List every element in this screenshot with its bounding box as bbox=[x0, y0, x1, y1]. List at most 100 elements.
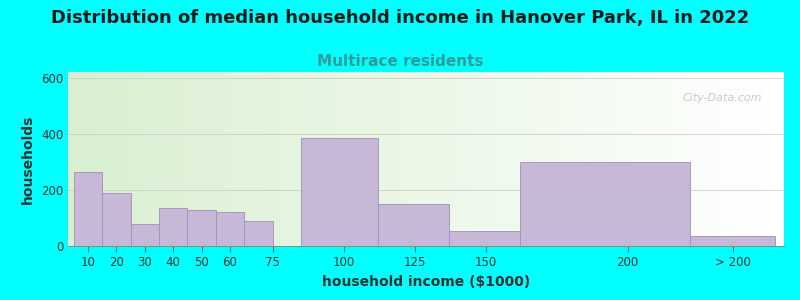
Bar bbox=[624, 72, 626, 246]
Bar bbox=[352, 72, 354, 246]
Bar bbox=[252, 72, 254, 246]
Bar bbox=[731, 72, 734, 246]
Bar bbox=[354, 72, 357, 246]
Bar bbox=[135, 72, 138, 246]
Bar bbox=[259, 72, 262, 246]
Bar bbox=[631, 72, 634, 246]
Bar bbox=[626, 72, 629, 246]
Bar bbox=[498, 72, 500, 246]
Bar bbox=[281, 72, 283, 246]
Bar bbox=[490, 72, 493, 246]
Bar bbox=[445, 72, 447, 246]
Bar bbox=[218, 72, 221, 246]
Bar bbox=[541, 72, 543, 246]
Bar bbox=[471, 72, 474, 246]
Bar bbox=[104, 72, 106, 246]
Bar bbox=[691, 72, 694, 246]
Bar bbox=[197, 72, 199, 246]
Bar bbox=[505, 72, 507, 246]
Bar bbox=[726, 72, 729, 246]
Bar bbox=[304, 72, 306, 246]
Bar bbox=[156, 72, 158, 246]
Bar bbox=[454, 72, 457, 246]
Bar bbox=[366, 72, 369, 246]
Bar bbox=[430, 72, 433, 246]
Bar bbox=[748, 72, 750, 246]
Bar bbox=[350, 72, 352, 246]
Bar bbox=[158, 72, 161, 246]
Bar bbox=[233, 72, 235, 246]
Bar bbox=[118, 72, 121, 246]
Bar bbox=[765, 72, 767, 246]
Text: Distribution of median household income in Hanover Park, IL in 2022: Distribution of median household income … bbox=[51, 9, 749, 27]
Bar bbox=[242, 72, 245, 246]
Bar bbox=[294, 72, 297, 246]
Bar bbox=[698, 72, 701, 246]
Bar bbox=[111, 72, 114, 246]
Bar bbox=[555, 72, 558, 246]
Bar bbox=[562, 72, 565, 246]
Bar bbox=[240, 72, 242, 246]
Bar bbox=[767, 72, 770, 246]
Bar bbox=[309, 72, 311, 246]
Bar bbox=[493, 72, 495, 246]
Bar bbox=[94, 72, 97, 246]
Bar bbox=[393, 72, 395, 246]
Bar bbox=[209, 72, 211, 246]
Bar bbox=[507, 72, 510, 246]
Bar bbox=[583, 72, 586, 246]
Bar bbox=[433, 72, 435, 246]
Bar bbox=[245, 72, 247, 246]
Bar bbox=[667, 72, 670, 246]
Bar bbox=[483, 72, 486, 246]
Bar bbox=[87, 72, 90, 246]
Bar bbox=[694, 72, 696, 246]
Bar bbox=[650, 72, 653, 246]
Bar bbox=[214, 72, 216, 246]
Bar bbox=[211, 72, 214, 246]
Bar bbox=[614, 72, 617, 246]
Bar bbox=[610, 72, 612, 246]
Bar bbox=[159, 208, 187, 246]
Bar bbox=[422, 72, 424, 246]
Bar bbox=[402, 72, 405, 246]
Bar bbox=[560, 72, 562, 246]
Bar bbox=[719, 72, 722, 246]
Bar bbox=[417, 72, 419, 246]
Bar bbox=[553, 72, 555, 246]
Bar bbox=[588, 72, 590, 246]
Bar bbox=[306, 72, 309, 246]
Bar bbox=[571, 72, 574, 246]
Bar bbox=[347, 72, 350, 246]
Bar bbox=[600, 72, 602, 246]
Bar bbox=[333, 72, 335, 246]
Bar bbox=[357, 72, 359, 246]
Bar bbox=[170, 72, 173, 246]
Bar bbox=[617, 72, 619, 246]
Bar bbox=[287, 72, 290, 246]
Bar bbox=[586, 72, 588, 246]
Bar bbox=[520, 162, 690, 246]
Bar bbox=[345, 72, 347, 246]
Bar bbox=[364, 72, 366, 246]
Bar bbox=[92, 72, 94, 246]
Bar bbox=[612, 72, 614, 246]
Bar bbox=[447, 72, 450, 246]
Bar bbox=[736, 72, 738, 246]
Bar bbox=[274, 72, 276, 246]
Bar bbox=[636, 72, 638, 246]
Bar bbox=[254, 72, 257, 246]
Bar bbox=[114, 72, 116, 246]
Bar bbox=[777, 72, 779, 246]
Bar bbox=[335, 72, 338, 246]
Bar bbox=[378, 72, 381, 246]
Bar bbox=[665, 72, 667, 246]
Bar bbox=[244, 221, 273, 246]
Bar bbox=[74, 172, 102, 246]
Bar bbox=[466, 72, 469, 246]
Bar bbox=[595, 72, 598, 246]
Bar bbox=[502, 72, 505, 246]
Bar bbox=[755, 72, 758, 246]
Bar bbox=[653, 72, 655, 246]
Bar bbox=[78, 72, 80, 246]
